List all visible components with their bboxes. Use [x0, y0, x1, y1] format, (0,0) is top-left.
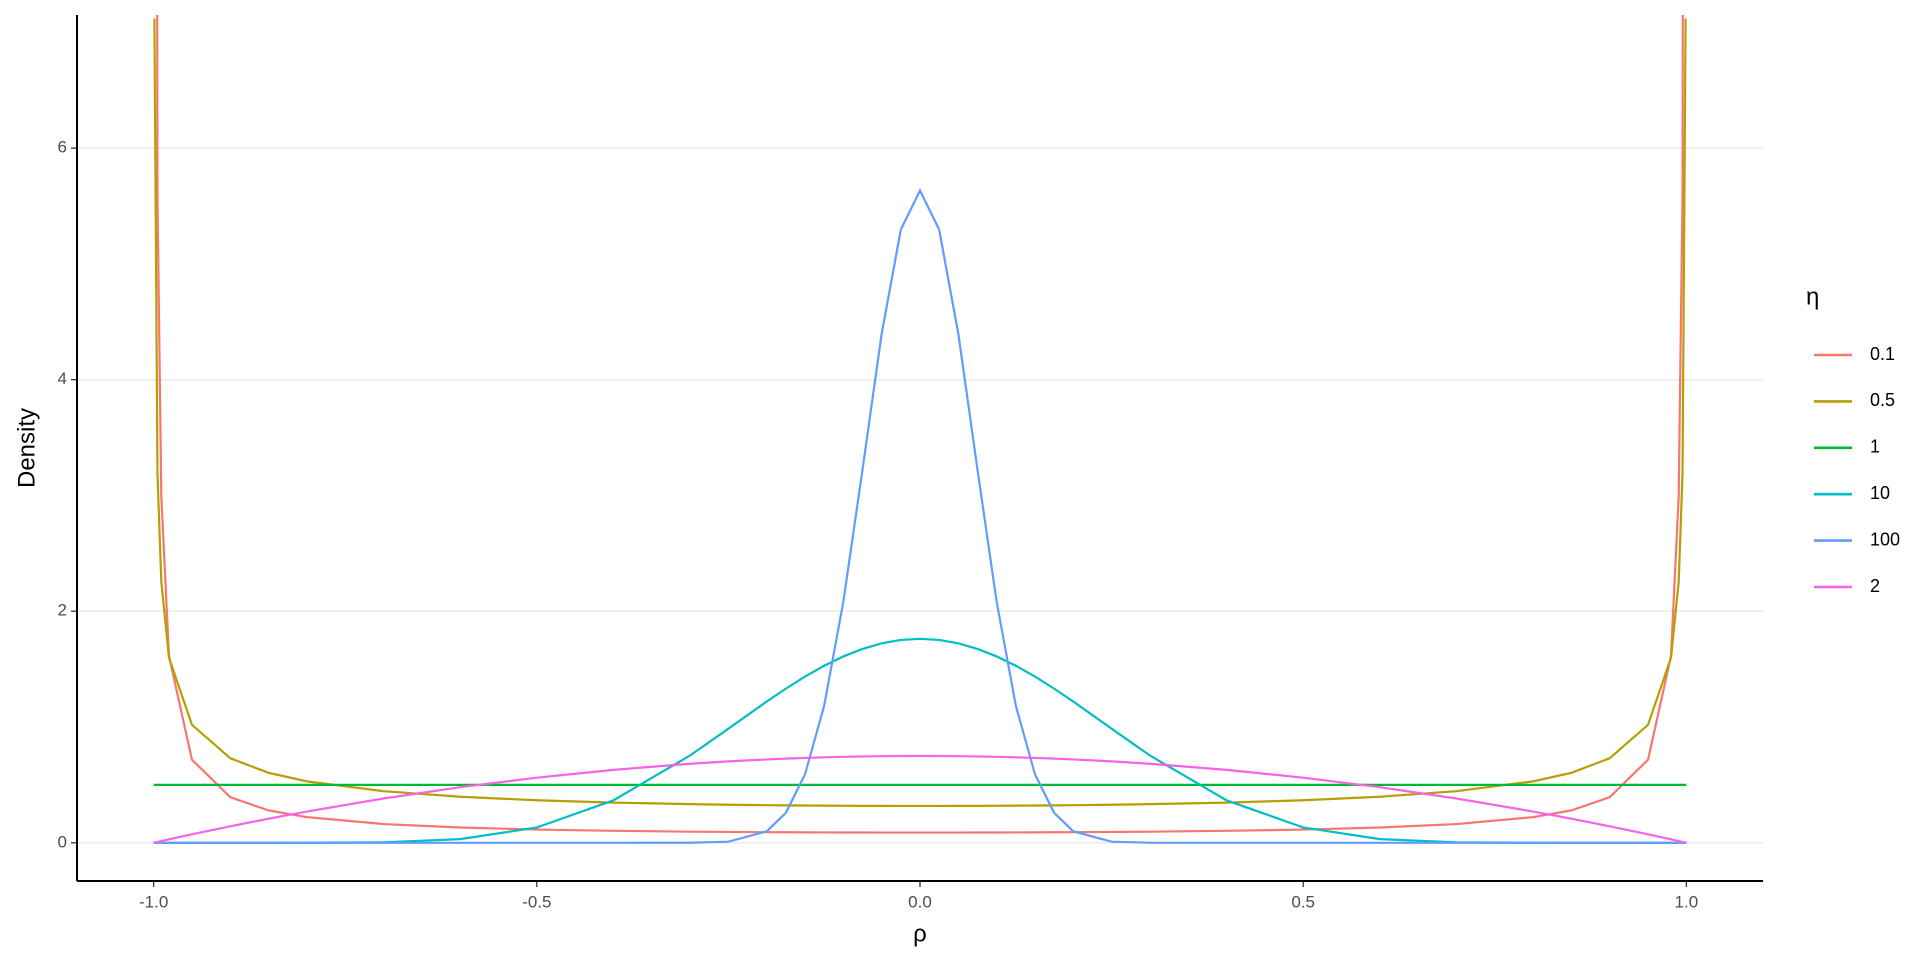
y-axis-label: Density [13, 408, 40, 488]
legend-label: 0.5 [1870, 390, 1895, 410]
series-line [153, 18, 1687, 808]
x-tick-label: -0.5 [522, 892, 551, 911]
legend-label: 0.1 [1870, 344, 1895, 364]
legend-label: 2 [1870, 576, 1880, 596]
x-tick-label: 0.0 [908, 892, 932, 911]
plot-area [153, 15, 1687, 844]
y-tick-label: 2 [58, 601, 67, 620]
axes: 0 2 4 6 -1.0 -0.5 0.0 0.5 1.0 [58, 15, 1763, 911]
y-tick-label: 0 [58, 832, 67, 851]
legend-label: 100 [1870, 529, 1900, 549]
series-line [153, 637, 1687, 844]
x-tick-label: -1.0 [139, 892, 168, 911]
y-tick-label: 4 [58, 369, 67, 388]
x-axis-label: ρ [913, 920, 927, 947]
legend-label: 10 [1870, 483, 1890, 503]
legend: 0.1 0.5 1 10 100 2 [1814, 344, 1900, 596]
legend-label: 1 [1870, 437, 1880, 457]
legend-title: η [1806, 283, 1819, 310]
grid [77, 147, 1763, 844]
series-line [153, 754, 1687, 844]
x-tick-label: 1.0 [1675, 892, 1699, 911]
series-line [153, 187, 1687, 844]
series-line [156, 15, 1684, 834]
x-tick-label: 0.5 [1291, 892, 1315, 911]
y-tick-label: 6 [58, 138, 67, 157]
